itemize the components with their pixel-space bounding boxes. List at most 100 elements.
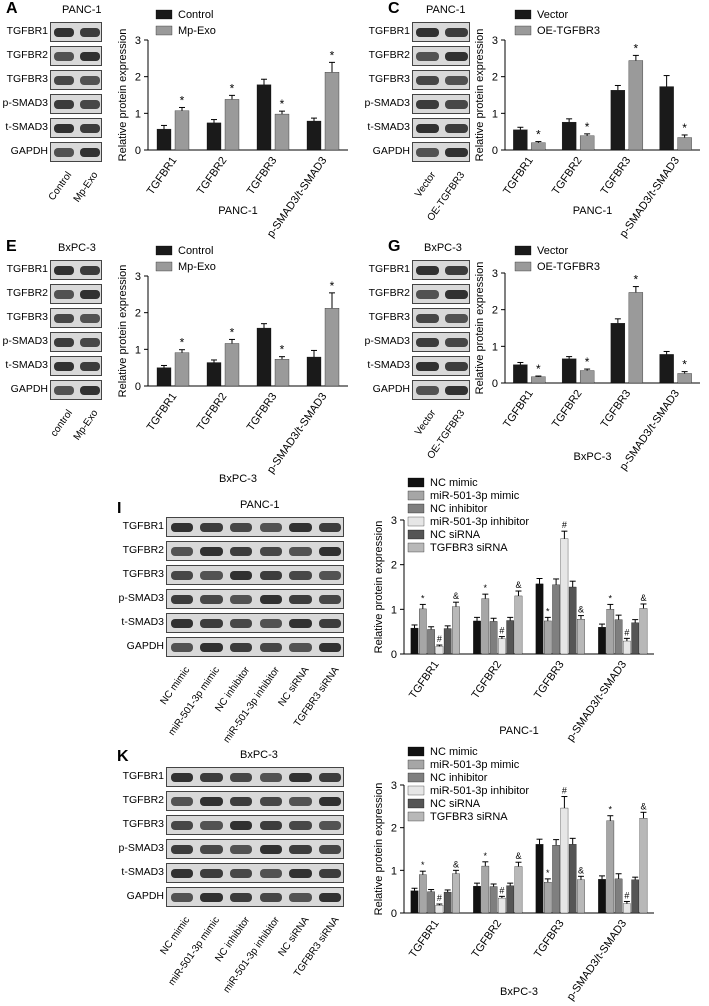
blot-band <box>445 338 468 347</box>
legend-swatch <box>407 477 425 488</box>
y-tick-label: 2 <box>391 823 397 835</box>
blot-band <box>445 76 468 85</box>
blot-band <box>170 547 194 556</box>
legend-label: Mp-Exo <box>178 25 216 37</box>
blot-strip <box>166 863 344 883</box>
bar <box>631 879 639 914</box>
blot-band <box>200 619 223 628</box>
bar <box>274 113 290 151</box>
significance-mark: # <box>437 893 442 903</box>
category-label: TGFBR3 <box>245 155 280 197</box>
legend-swatch <box>514 245 532 256</box>
blot-band <box>80 290 100 299</box>
blot-band <box>416 266 439 275</box>
blot-row-label: p-SMAD3 <box>2 335 48 347</box>
legend-label: Mp-Exo <box>178 261 216 273</box>
bar <box>324 72 340 151</box>
bar <box>174 110 190 151</box>
bar <box>435 646 444 655</box>
significance-mark: # <box>624 627 629 637</box>
blot-band <box>229 845 253 854</box>
significance-mark: * <box>634 41 639 55</box>
bar <box>639 818 648 914</box>
y-tick-label: 3 <box>492 268 498 280</box>
blot-row-label: p-SMAD3 <box>2 97 48 109</box>
blot-strip <box>50 308 102 328</box>
blot-band <box>318 595 342 604</box>
blot-band <box>445 362 468 371</box>
blot-band <box>229 773 253 782</box>
blot-band <box>170 797 194 806</box>
blot-strip <box>50 22 102 42</box>
blot-band <box>80 266 100 275</box>
legend-swatch <box>407 798 425 809</box>
blot-band <box>318 643 342 652</box>
blot-lane-label: Vector <box>413 170 439 200</box>
blot-band <box>80 314 100 323</box>
bar <box>606 609 615 655</box>
bar <box>498 897 506 914</box>
bar <box>498 638 506 655</box>
blot-strip <box>412 46 470 66</box>
legend-swatch <box>155 9 173 20</box>
blot-band <box>170 773 194 782</box>
legend-label: miR-501-3p mimic <box>430 490 520 502</box>
legend-swatch <box>407 529 425 540</box>
category-label: TGFBR1 <box>407 918 442 960</box>
blot-band <box>170 571 194 580</box>
blot-row-label: TGFBR3 <box>368 73 410 85</box>
bar <box>552 845 560 914</box>
legend-label: Vector <box>537 245 569 257</box>
y-tick-label: 3 <box>492 35 498 47</box>
blot-lane-label: Vector <box>413 408 439 438</box>
blot-strip <box>412 118 470 138</box>
bar <box>623 903 631 914</box>
category-label: TGFBR2 <box>469 659 504 701</box>
blot-row-label: TGFBR3 <box>368 311 410 323</box>
significance-mark: & <box>578 605 584 615</box>
panel-label-e: E <box>6 238 17 255</box>
blot-band <box>170 821 194 830</box>
y-tick-label: 3 <box>135 271 141 283</box>
significance-mark: & <box>640 593 646 603</box>
blot-band <box>229 893 253 902</box>
bar <box>614 878 623 914</box>
blot-title: BxPC-3 <box>424 242 462 254</box>
y-tick-label: 2 <box>391 560 397 572</box>
blot-band <box>54 148 74 157</box>
significance-mark: & <box>515 580 521 590</box>
blot-row-label: GAPDH <box>10 145 48 157</box>
significance-mark: * <box>484 851 488 861</box>
y-tick-label: 2 <box>135 72 141 84</box>
bar <box>628 292 644 384</box>
blot-title: BxPC-3 <box>58 242 96 254</box>
y-tick-label: 1 <box>492 108 498 120</box>
bar <box>579 370 595 384</box>
category-label: TGFBR1 <box>145 155 180 197</box>
x-axis-label: BxPC-3 <box>219 473 257 485</box>
blot-band <box>170 595 194 604</box>
bar <box>506 620 514 655</box>
category-label: p-SMAD3/t-SMAD3 <box>565 659 630 744</box>
y-tick-label: 0 <box>492 378 498 390</box>
y-tick-label: 2 <box>492 305 498 317</box>
y-axis-label: Relative protein expression <box>373 783 385 916</box>
blot-band <box>416 124 439 133</box>
blot-band <box>259 869 283 878</box>
blot-row-label: TGFBR1 <box>6 263 48 275</box>
legend-label: NC siRNA <box>430 529 481 541</box>
blot-strip <box>412 22 470 42</box>
legend-swatch <box>407 746 425 757</box>
blot-row-label: TGFBR3 <box>122 568 164 580</box>
blot-band <box>170 893 194 902</box>
blot-strip <box>412 332 470 352</box>
blot-row-label: TGFBR3 <box>122 818 164 830</box>
y-axis-label: Relative protein expression <box>474 262 486 395</box>
bar <box>598 627 606 655</box>
blot-row-label: t-SMAD3 <box>121 616 164 628</box>
blot-band <box>170 523 194 532</box>
bar <box>535 844 544 914</box>
blot-strip <box>166 887 344 907</box>
bar <box>452 873 460 914</box>
bar <box>206 362 222 387</box>
